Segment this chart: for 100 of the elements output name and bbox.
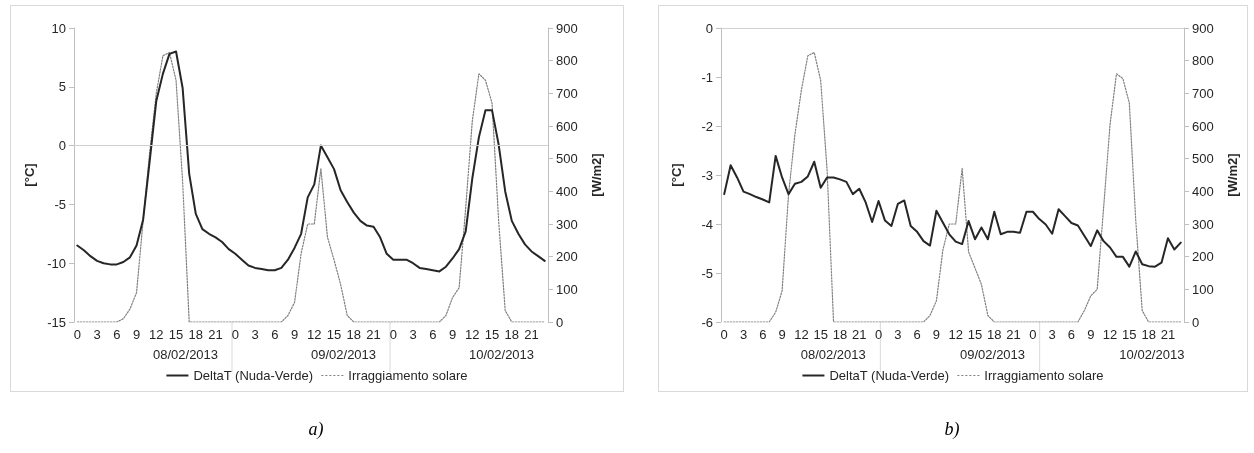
- x-tick-label: 0: [73, 327, 81, 342]
- x-tick-label: 15: [967, 327, 983, 342]
- y2-tick-label: 100: [556, 281, 578, 297]
- x-tick-label: 15: [168, 327, 184, 342]
- legend-label: DeltaT (Nuda-Verde): [193, 368, 314, 383]
- y2-tick-label: 900: [1192, 20, 1214, 36]
- y2-tick-label: 500: [556, 151, 578, 167]
- x-tick-label: 0: [720, 327, 728, 342]
- x-tick-label: 9: [132, 327, 141, 342]
- x-tick-label: 21: [208, 327, 223, 342]
- x-tick-label: 6: [1067, 327, 1076, 342]
- y-axis-title: [°C]: [22, 163, 37, 187]
- legend-label: Irraggiamento solare: [984, 368, 1104, 383]
- x-tick-label: 18: [1141, 327, 1156, 342]
- y-tick-label: -6: [701, 314, 713, 330]
- text: b): [944, 419, 960, 440]
- line-series: [723, 154, 1182, 268]
- x-tick-label: 21: [1160, 327, 1176, 342]
- y2-axis-title: [W/m2]: [1225, 153, 1240, 197]
- y-tick-label: 0: [58, 138, 66, 154]
- x-tick-label: 3: [409, 327, 417, 342]
- x-tick-label: 18: [987, 327, 1002, 342]
- x-tick-label: 12: [307, 327, 322, 342]
- x-tick-label: 18: [188, 327, 204, 342]
- x-tick-label: 3: [739, 327, 748, 342]
- y2-axis-title: [W/m2]: [589, 153, 604, 197]
- y-tick-label: -15: [47, 314, 66, 330]
- y2-tick-label: 0: [1192, 314, 1200, 330]
- x-tick-label: 21: [366, 327, 381, 342]
- y2-tick-label: 200: [1192, 249, 1214, 265]
- x-tick-label: 18: [504, 327, 520, 342]
- x-tick-label: 12: [794, 327, 809, 342]
- x-tick-label: 0: [389, 327, 397, 342]
- y-tick-label: 5: [58, 79, 66, 95]
- x-tick-label: 21: [1006, 327, 1021, 342]
- line-series: [76, 51, 546, 323]
- y2-tick-label: 900: [556, 20, 578, 36]
- y-tick-label: -2: [701, 118, 713, 134]
- x-tick-label: 0: [874, 327, 883, 342]
- x-tick-label: 9: [448, 327, 457, 342]
- x-tick-label: 9: [778, 327, 786, 342]
- x-tick-label: 9: [290, 327, 299, 342]
- x-tick-label: 18: [832, 327, 848, 342]
- x-tick-label: 21: [852, 327, 867, 342]
- x-tick-label: 21: [524, 327, 539, 342]
- y2-tick-label: 800: [556, 53, 578, 69]
- y2-tick-label: 100: [1192, 281, 1214, 297]
- x-tick-label: 18: [346, 327, 362, 342]
- y2-tick-label: 0: [556, 314, 564, 330]
- y2-tick-label: 700: [1192, 85, 1214, 101]
- x-tick-label: 6: [113, 327, 121, 342]
- y2-tick-label: 500: [1192, 151, 1214, 167]
- x-tick-label: 3: [1048, 327, 1056, 342]
- y2-tick-label: 600: [556, 118, 578, 134]
- y-tick-label: 0: [705, 20, 713, 36]
- text: a): [308, 419, 324, 440]
- y2-tick-label: 400: [556, 183, 578, 199]
- x-tick-label: 0: [231, 327, 239, 342]
- y2-tick-label: 600: [1192, 118, 1214, 134]
- y-axis-title: [°C]: [669, 163, 684, 187]
- x-tick-label: 6: [913, 327, 921, 342]
- y-tick-label: -3: [701, 167, 713, 183]
- x-tick-label: 6: [429, 327, 437, 342]
- text: 08/02/2013: [152, 347, 219, 362]
- text: 10/02/2013: [468, 347, 535, 362]
- y2-tick-label: 800: [1192, 53, 1214, 69]
- x-tick-label: 3: [251, 327, 259, 342]
- x-tick-label: 15: [1122, 327, 1137, 342]
- line-series: [76, 50, 546, 273]
- y-tick-label: -4: [701, 216, 713, 232]
- y-tick-label: 10: [51, 20, 66, 36]
- x-tick-label: 6: [759, 327, 767, 342]
- text: 09/02/2013: [310, 347, 377, 362]
- y-tick-label: -5: [701, 265, 713, 281]
- legend-label: Irraggiamento solare: [348, 368, 468, 383]
- x-tick-label: 15: [326, 327, 342, 342]
- line-series: [723, 51, 1182, 323]
- x-tick-label: 6: [271, 327, 279, 342]
- y2-tick-label: 200: [556, 249, 578, 265]
- y2-tick-label: 300: [556, 216, 578, 232]
- y-tick-label: -5: [54, 196, 66, 212]
- x-tick-label: 15: [813, 327, 828, 342]
- y-tick-label: -10: [47, 255, 66, 271]
- x-tick-label: 15: [484, 327, 500, 342]
- x-tick-label: 12: [149, 327, 164, 342]
- y2-tick-label: 700: [556, 85, 578, 101]
- x-tick-label: 9: [932, 327, 941, 342]
- text: 08/02/2013: [800, 347, 866, 362]
- y-tick-label: -1: [701, 69, 713, 85]
- x-tick-label: 3: [93, 327, 101, 342]
- x-tick-label: 0: [1029, 327, 1037, 342]
- x-tick-label: 12: [1102, 327, 1118, 342]
- legend-label: DeltaT (Nuda-Verde): [829, 368, 950, 383]
- y2-tick-label: 400: [1192, 183, 1214, 199]
- x-tick-label: 9: [1087, 327, 1095, 342]
- text: 10/02/2013: [1119, 347, 1185, 362]
- x-tick-label: 12: [465, 327, 480, 342]
- x-tick-label: 3: [894, 327, 902, 342]
- x-tick-label: 12: [948, 327, 963, 342]
- text: 09/02/2013: [959, 347, 1026, 362]
